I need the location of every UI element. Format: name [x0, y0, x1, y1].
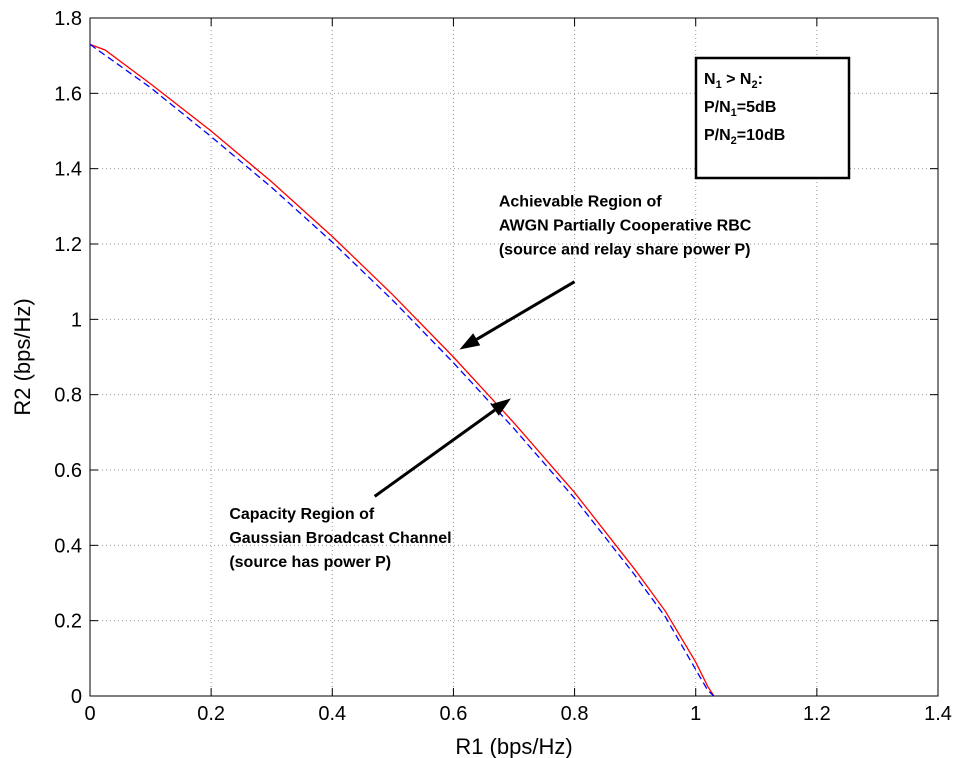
y-tick-label: 0: [71, 686, 82, 708]
legend-text-part: =10dB: [737, 127, 785, 144]
x-tick-label: 0: [84, 703, 95, 725]
series-layer: [89, 43, 715, 697]
annotation-arrowhead: [490, 398, 511, 416]
legend-text-part: > N: [722, 71, 752, 88]
annotation-arrow: [373, 408, 496, 498]
series-line-0: [89, 43, 715, 697]
legend-entry: P/N1=5dB: [704, 99, 776, 119]
x-tick-label: 0.2: [197, 703, 225, 725]
y-tick-label: 1: [71, 309, 82, 331]
legend-text-part: =5dB: [737, 99, 777, 116]
y-tick-label: 0.8: [54, 385, 82, 407]
ticks: 0 0.2 0.4 0.6 0.8 1 1.2 1.4 0 0.2 0.4 0.6 0.8 1 1.2 1.4…: [54, 8, 952, 725]
x-tick-label: 0.6: [440, 703, 468, 725]
legend-subscript: 2: [731, 135, 737, 147]
x-axis-label: R1 (bps/Hz): [455, 734, 572, 758]
y-tick-label: 1.8: [54, 8, 82, 30]
annotation-text: Capacity Region of: [229, 506, 375, 523]
x-tick-label: 0.8: [561, 703, 589, 725]
legend-entry: P/N2=10dB: [704, 127, 785, 147]
legend-text-part: P/N: [704, 127, 731, 144]
annotations: Achievable Region of AWGN Partially Coope…: [229, 193, 751, 571]
legend-text-part: N: [704, 71, 716, 88]
y-tick-label: 0.4: [54, 535, 82, 557]
annotation-text: Gaussian Broadcast Channel: [229, 530, 451, 547]
annotation-text: (source has power P): [229, 554, 391, 571]
annotation-arrowhead: [459, 333, 481, 350]
y-tick-label: 1.4: [54, 159, 82, 181]
legend-text-part: P/N: [704, 99, 731, 116]
x-tick-label: 1.2: [803, 703, 831, 725]
y-axis-label: R2 (bps/Hz): [10, 298, 35, 415]
annotation-text: (source and relay share power P): [499, 241, 751, 258]
annotation-0: Achievable Region of AWGN Partially Coope…: [459, 193, 752, 350]
legend-subscript: 2: [751, 79, 757, 91]
annotation-1: Capacity Region of Gaussian Broadcast Cha…: [229, 398, 511, 571]
y-tick-label: 1.6: [54, 83, 82, 105]
legend-text-part: :: [758, 71, 763, 88]
x-tick-label: 0.4: [318, 703, 346, 725]
annotation-text: Achievable Region of: [499, 193, 662, 210]
y-tick-label: 1.2: [54, 234, 82, 256]
legend-box: [694, 56, 851, 180]
y-tick-label: 0.6: [54, 460, 82, 482]
y-tick-label: 0.2: [54, 611, 82, 633]
legend-entry: N1 > N2:: [704, 71, 763, 91]
series-line-1: [89, 43, 715, 697]
legend-subscript: 1: [716, 79, 722, 91]
x-tick-label: 1.4: [924, 703, 952, 725]
annotation-text: AWGN Partially Cooperative RBC: [499, 217, 752, 234]
plot-frame: [89, 17, 939, 697]
annotation-arrow: [475, 280, 576, 341]
legend-subscript: 1: [731, 107, 737, 119]
x-tick-label: 1: [690, 703, 701, 725]
